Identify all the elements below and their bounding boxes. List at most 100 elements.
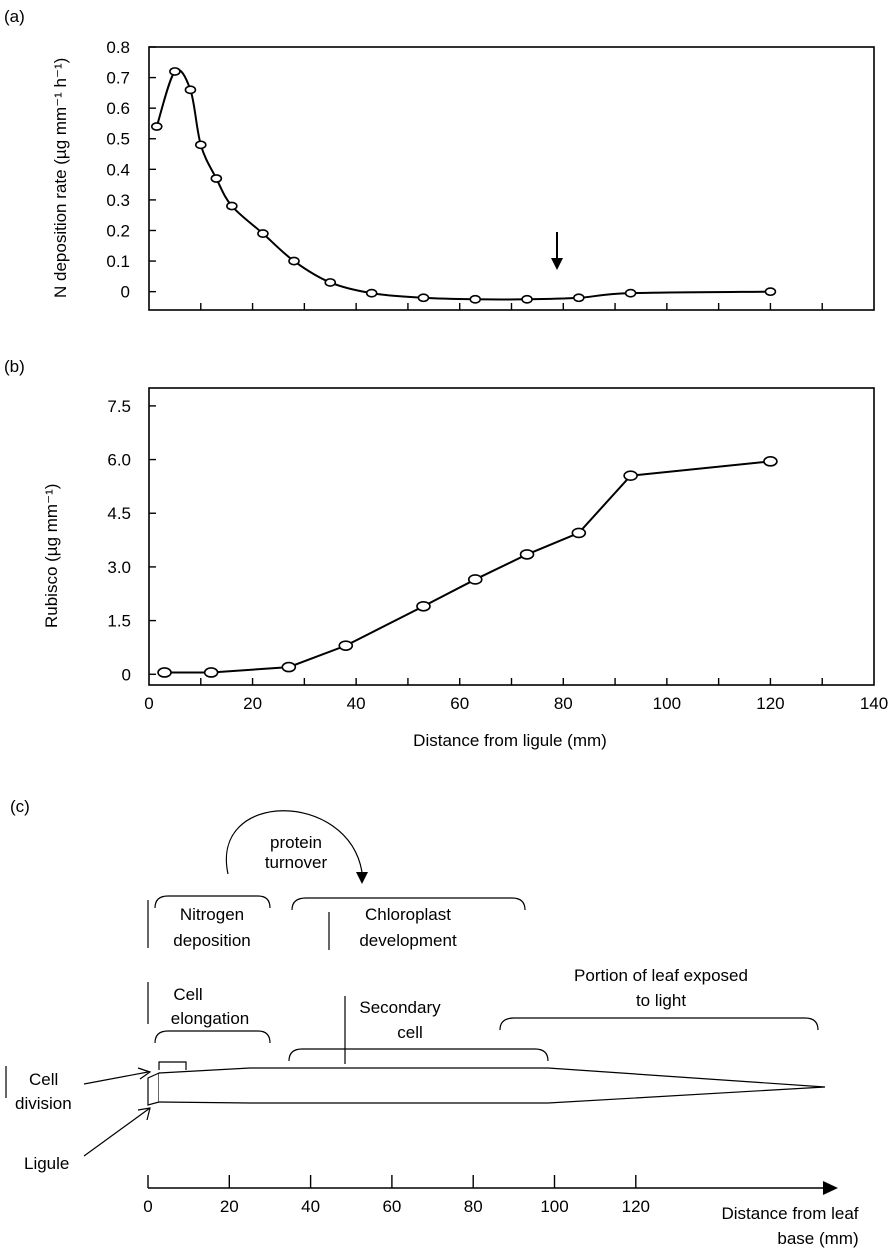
distance-axis-tick-label: 60 <box>382 1197 401 1216</box>
panel-b: (b) 01.53.04.56.07.5 0 20 40 60 80 100 120 140 … <box>4 357 888 750</box>
division-bracket <box>158 1061 187 1070</box>
panel-a-data-point <box>288 256 300 266</box>
light-line2: to light <box>636 991 686 1010</box>
protein-turnover-line1: protein <box>270 833 322 852</box>
panel-a-y-tick-label: 0.2 <box>106 221 130 240</box>
panel-a-data-point <box>226 201 238 211</box>
panel-a: (a) 0 0.1 0.2 0.3 0.4 0.5 0.6 0.7 0.8 N depositi… <box>4 7 875 311</box>
distance-axis-tick-label: 100 <box>540 1197 568 1216</box>
secondary-line1: Secondary <box>359 998 441 1017</box>
panel-b-series-line <box>164 460 771 674</box>
distance-axis-ticks: 0 20 40 60 80 100 120 <box>143 1175 650 1216</box>
division-pointer <box>83 1071 149 1085</box>
panel-a-data-point <box>194 140 207 150</box>
distance-axis-tick-label: 20 <box>220 1197 239 1216</box>
panel-a-data-point <box>184 85 197 95</box>
panel-a-y-axis: 0 0.1 0.2 0.3 0.4 0.5 0.6 0.7 0.8 <box>106 38 156 302</box>
ligule-shape <box>147 1072 160 1106</box>
secondary-line2: cell <box>397 1023 423 1042</box>
panel-a-y-tick-label: 0.5 <box>106 130 130 149</box>
panel-b-data-point <box>416 600 431 612</box>
panel-a-data-point <box>365 288 378 298</box>
panel-b-x-tick-label: 60 <box>450 694 469 713</box>
panel-a-y-tick-label: 0.6 <box>106 99 130 118</box>
distance-axis-arrow <box>823 1181 838 1195</box>
panel-a-y-tick-label: 0.7 <box>106 69 130 88</box>
nitrogen-line1: Nitrogen <box>180 905 244 924</box>
panel-a-y-tick-label: 0.3 <box>106 191 130 210</box>
panel-b-data-point <box>519 549 535 560</box>
panel-b-data-point <box>467 574 483 585</box>
panel-a-y-tick-label: 0.8 <box>106 38 130 57</box>
chloroplast-line1: Chloroplast <box>365 905 451 924</box>
panel-b-data-point <box>623 470 638 481</box>
nitrogen-bracket <box>154 895 271 909</box>
division-line1: Cell <box>29 1070 58 1089</box>
panel-b-y-tick-label: 1.5 <box>107 612 131 631</box>
panel-a-data-point <box>624 288 637 298</box>
panel-a-series-line <box>155 68 771 301</box>
panel-a-arrow <box>551 232 563 270</box>
protein-turnover-arc <box>225 810 363 875</box>
panel-b-data-point <box>157 667 172 678</box>
panel-a-data-point <box>169 67 181 76</box>
panel-b-x-tick-label: 140 <box>860 694 888 713</box>
panel-a-data-point <box>324 278 337 287</box>
panel-b-y-tick-label: 0 <box>122 665 131 684</box>
panel-b-x-tick-label: 80 <box>554 694 573 713</box>
elongation-bracket <box>154 1030 271 1044</box>
panel-b-x-axis: 0 20 40 60 80 100 120 140 <box>144 678 888 713</box>
panel-a-label: (a) <box>4 7 25 26</box>
distance-axis-tick-label: 120 <box>622 1197 650 1216</box>
panel-a-data-point <box>257 229 269 238</box>
panel-b-y-tick-label: 6.0 <box>107 451 131 470</box>
elongation-line2: elongation <box>171 1009 249 1028</box>
elongation-line1: Cell <box>173 985 202 1004</box>
ligule-pointer <box>83 1107 151 1157</box>
panel-a-data-point <box>573 293 585 303</box>
panel-b-x-tick-label: 20 <box>243 694 262 713</box>
panel-a-y-tick-label: 0.4 <box>106 160 130 179</box>
panel-a-x-axis <box>200 303 823 310</box>
panel-b-y-axis: 0 1.5 3.0 4.5 6.0 7.5 <box>107 397 156 684</box>
panel-b-data-point <box>338 640 354 651</box>
ligule-pointer-head <box>137 1107 151 1121</box>
panel-a-data-point <box>521 294 533 304</box>
panel-b-data-point <box>763 456 778 467</box>
panel-b-frame <box>148 387 875 686</box>
panel-a-frame <box>148 46 875 311</box>
panel-c-label: (c) <box>10 797 30 816</box>
panel-b-x-label: Distance from ligule (mm) <box>413 731 607 750</box>
panel-b-data-point <box>571 527 587 539</box>
secondary-bracket <box>288 1048 549 1062</box>
protein-turnover-line2: turnover <box>265 853 328 872</box>
panel-c: (c) protein turnover Nitrogen deposition… <box>5 797 859 1248</box>
panel-a-y-tick-label: 0.1 <box>106 252 130 271</box>
panel-b-label: (b) <box>4 357 25 376</box>
distance-axis-title-line2: base (mm) <box>777 1229 858 1248</box>
panel-a-points <box>150 67 777 304</box>
chloroplast-line2: development <box>359 931 457 950</box>
panel-a-data-point <box>417 293 430 303</box>
panel-b-y-tick-label: 3.0 <box>107 558 131 577</box>
light-bracket <box>499 1017 819 1031</box>
protein-turnover-arrowhead <box>356 872 368 884</box>
division-line2: division <box>15 1094 72 1113</box>
panel-a-y-label: N deposition rate (µg mm⁻¹ h⁻¹) <box>51 58 70 298</box>
distance-axis-title-line1: Distance from leaf <box>722 1204 859 1223</box>
panel-b-x-tick-label: 0 <box>144 694 153 713</box>
division-pointer-head <box>137 1067 152 1080</box>
panel-b-data-point <box>281 661 297 673</box>
panel-b-y-label: Rubisco (µg mm⁻¹) <box>42 484 61 628</box>
panel-b-y-tick-label: 4.5 <box>107 504 131 523</box>
distance-axis-tick-label: 0 <box>143 1197 152 1216</box>
panel-a-data-point <box>764 287 777 297</box>
panel-b-x-tick-label: 100 <box>653 694 681 713</box>
leaf-shape <box>158 1067 826 1104</box>
panel-a-data-point <box>210 174 223 183</box>
panel-b-data-point <box>203 667 219 678</box>
panel-b-y-tick-label: 7.5 <box>107 397 131 416</box>
panel-b-x-tick-label: 120 <box>756 694 784 713</box>
panel-a-data-point <box>150 122 163 131</box>
